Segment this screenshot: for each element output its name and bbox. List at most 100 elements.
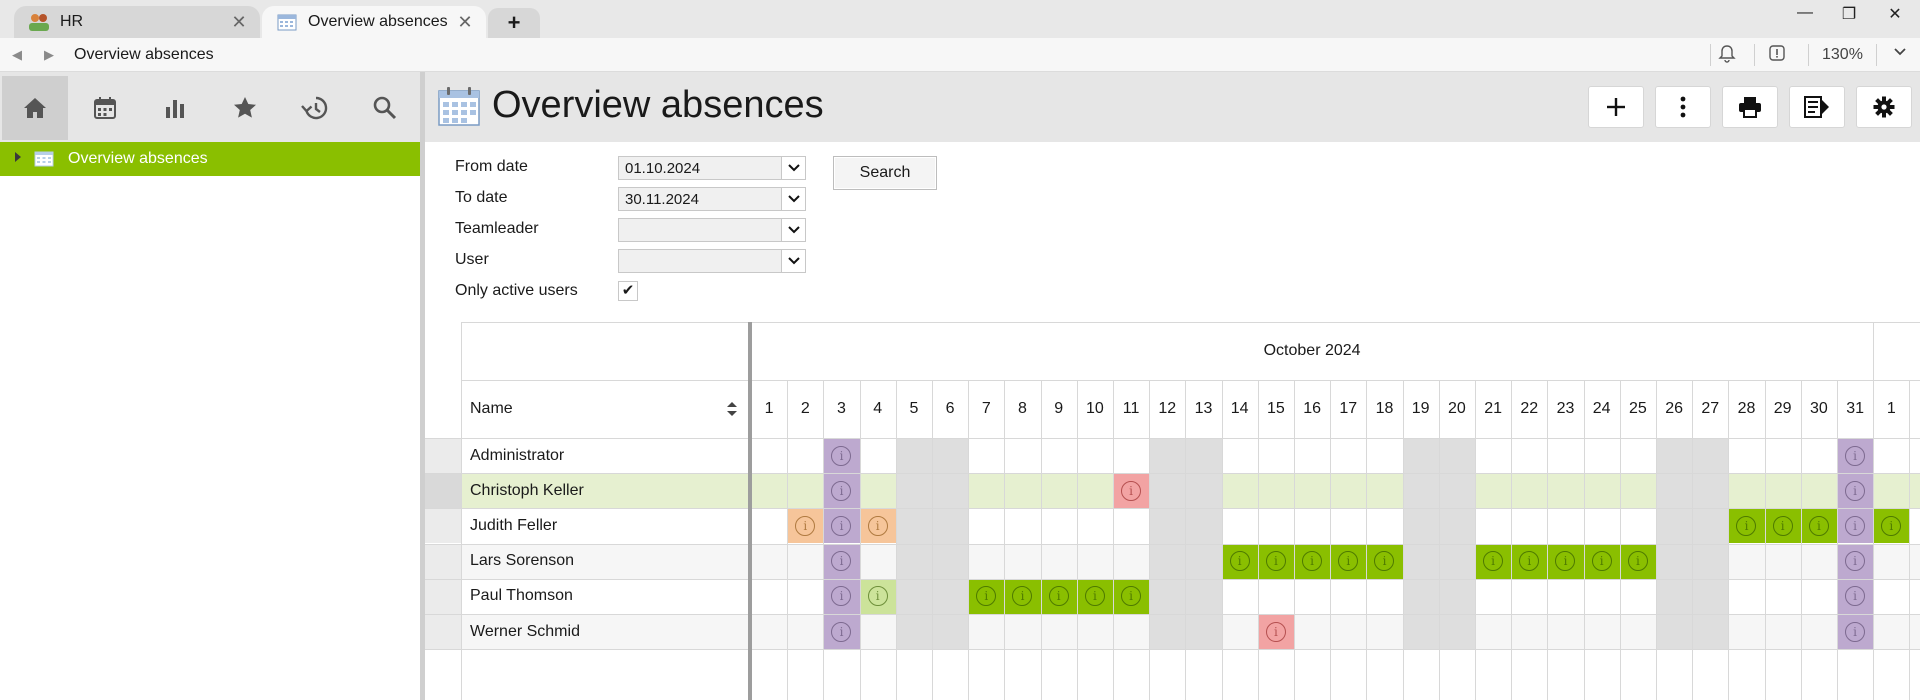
search-button[interactable] bbox=[352, 76, 418, 140]
info-icon[interactable]: i bbox=[1845, 515, 1866, 536]
day-header[interactable]: 25 bbox=[1628, 400, 1647, 417]
day-header[interactable]: 29 bbox=[1773, 400, 1792, 417]
info-icon[interactable]: i bbox=[1627, 551, 1648, 572]
employee-name[interactable]: Christoph Keller bbox=[470, 481, 584, 499]
day-header[interactable]: 20 bbox=[1447, 400, 1466, 417]
absence-cell[interactable]: i bbox=[823, 438, 860, 473]
absence-cell[interactable]: i bbox=[823, 473, 860, 509]
absence-cell[interactable]: i bbox=[1837, 438, 1874, 473]
restore-icon[interactable]: ❐ bbox=[1841, 6, 1857, 23]
absence-cell[interactable]: i bbox=[1294, 543, 1331, 579]
absence-cell[interactable]: i bbox=[1837, 578, 1874, 614]
employee-name[interactable]: Administrator bbox=[470, 446, 565, 464]
absence-cell[interactable]: i bbox=[859, 578, 896, 614]
absence-cell[interactable]: i bbox=[823, 543, 860, 579]
chevron-down-icon[interactable] bbox=[781, 219, 805, 241]
day-header[interactable]: 1 bbox=[764, 400, 774, 417]
info-icon[interactable]: i bbox=[1265, 621, 1286, 642]
info-icon[interactable]: i bbox=[1012, 586, 1033, 607]
info-icon[interactable]: i bbox=[831, 621, 852, 642]
sort-icon[interactable] bbox=[727, 402, 737, 421]
day-header[interactable]: 18 bbox=[1375, 400, 1394, 417]
statistics-button[interactable] bbox=[142, 76, 208, 140]
to-date-field[interactable]: 30.11.2024 bbox=[618, 187, 806, 211]
home-button[interactable] bbox=[2, 76, 68, 140]
splitter[interactable] bbox=[420, 72, 425, 700]
absence-cell[interactable]: i bbox=[1004, 578, 1041, 614]
info-icon[interactable]: i bbox=[1084, 586, 1105, 607]
close-icon[interactable]: ✕ bbox=[231, 11, 247, 32]
info-icon[interactable]: i bbox=[1845, 621, 1866, 642]
info-icon[interactable]: i bbox=[1229, 551, 1250, 572]
info-icon[interactable]: i bbox=[1736, 515, 1757, 536]
settings-button[interactable] bbox=[1856, 86, 1912, 128]
day-header[interactable]: 28 bbox=[1737, 400, 1756, 417]
info-icon[interactable]: i bbox=[1555, 551, 1576, 572]
info-icon[interactable]: i bbox=[1265, 551, 1286, 572]
calendar-button[interactable] bbox=[72, 76, 138, 140]
chevron-down-icon[interactable] bbox=[1893, 44, 1907, 65]
absence-cell[interactable]: i bbox=[859, 508, 896, 544]
absence-cell[interactable]: i bbox=[1475, 543, 1512, 579]
row-selector[interactable] bbox=[425, 578, 461, 614]
row-selector[interactable] bbox=[425, 543, 461, 579]
absence-cell[interactable]: i bbox=[1113, 473, 1150, 509]
absence-cell[interactable]: i bbox=[1330, 543, 1367, 579]
day-header[interactable]: 24 bbox=[1592, 400, 1611, 417]
column-divider[interactable] bbox=[748, 322, 752, 700]
history-button[interactable] bbox=[282, 76, 348, 140]
minimize-icon[interactable]: — bbox=[1797, 4, 1813, 21]
day-header[interactable]: 19 bbox=[1411, 400, 1430, 417]
absence-cell[interactable]: i bbox=[1619, 543, 1656, 579]
row-selector[interactable] bbox=[425, 614, 461, 649]
day-header[interactable]: 6 bbox=[945, 400, 955, 417]
day-header[interactable]: 13 bbox=[1194, 400, 1213, 417]
day-header[interactable]: 26 bbox=[1665, 400, 1683, 417]
info-icon[interactable]: i bbox=[1338, 551, 1359, 572]
absence-cell[interactable]: i bbox=[1076, 578, 1113, 614]
absence-cell[interactable]: i bbox=[823, 614, 860, 649]
absence-cell[interactable]: i bbox=[1837, 614, 1874, 649]
more-button[interactable] bbox=[1655, 86, 1711, 128]
tab-overview-absences[interactable]: Overview absences ✕ bbox=[262, 6, 486, 38]
day-header[interactable]: 4 bbox=[873, 400, 883, 417]
tree-item-overview-absences[interactable]: Overview absences bbox=[0, 142, 420, 176]
print-button[interactable] bbox=[1722, 86, 1778, 128]
info-icon[interactable]: i bbox=[1845, 551, 1866, 572]
info-icon[interactable]: i bbox=[1121, 480, 1142, 501]
bell-icon[interactable] bbox=[1718, 44, 1736, 69]
chevron-down-icon[interactable] bbox=[781, 188, 805, 210]
absence-cell[interactable]: i bbox=[1221, 543, 1258, 579]
column-header-name[interactable]: Name bbox=[461, 380, 751, 438]
info-icon[interactable]: i bbox=[831, 515, 852, 536]
info-icon[interactable]: i bbox=[976, 586, 997, 607]
chevron-down-icon[interactable] bbox=[781, 157, 805, 179]
info-icon[interactable]: i bbox=[831, 586, 852, 607]
info-icon[interactable]: i bbox=[1483, 551, 1504, 572]
day-header[interactable]: 9 bbox=[1054, 400, 1064, 417]
absence-cell[interactable]: i bbox=[1511, 543, 1548, 579]
info-icon[interactable]: i bbox=[831, 551, 852, 572]
day-header[interactable]: 23 bbox=[1556, 400, 1575, 417]
employee-name[interactable]: Judith Feller bbox=[470, 516, 558, 534]
info-icon[interactable]: i bbox=[1048, 586, 1069, 607]
info-icon[interactable]: i bbox=[1374, 551, 1395, 572]
info-icon[interactable]: i bbox=[1591, 551, 1612, 572]
tab-hr[interactable]: HR ✕ bbox=[14, 6, 260, 38]
day-header[interactable]: 1 bbox=[1886, 400, 1896, 417]
day-header[interactable]: 21 bbox=[1484, 400, 1502, 417]
employee-name[interactable]: Paul Thomson bbox=[470, 587, 573, 605]
new-tab-button[interactable]: + bbox=[488, 8, 540, 38]
day-header[interactable]: 5 bbox=[909, 400, 919, 417]
day-header[interactable]: 10 bbox=[1085, 400, 1104, 417]
day-header[interactable]: 12 bbox=[1158, 400, 1177, 417]
zoom-level[interactable]: 130% bbox=[1822, 46, 1863, 63]
day-header[interactable]: 14 bbox=[1230, 400, 1249, 417]
absence-cell[interactable]: i bbox=[1366, 543, 1403, 579]
absence-cell[interactable]: i bbox=[1764, 508, 1801, 544]
day-header[interactable]: 16 bbox=[1303, 400, 1321, 417]
day-header[interactable]: 2 bbox=[800, 400, 810, 417]
absence-cell[interactable]: i bbox=[787, 508, 824, 544]
favorites-button[interactable] bbox=[212, 76, 278, 140]
day-header[interactable]: 30 bbox=[1809, 400, 1828, 417]
